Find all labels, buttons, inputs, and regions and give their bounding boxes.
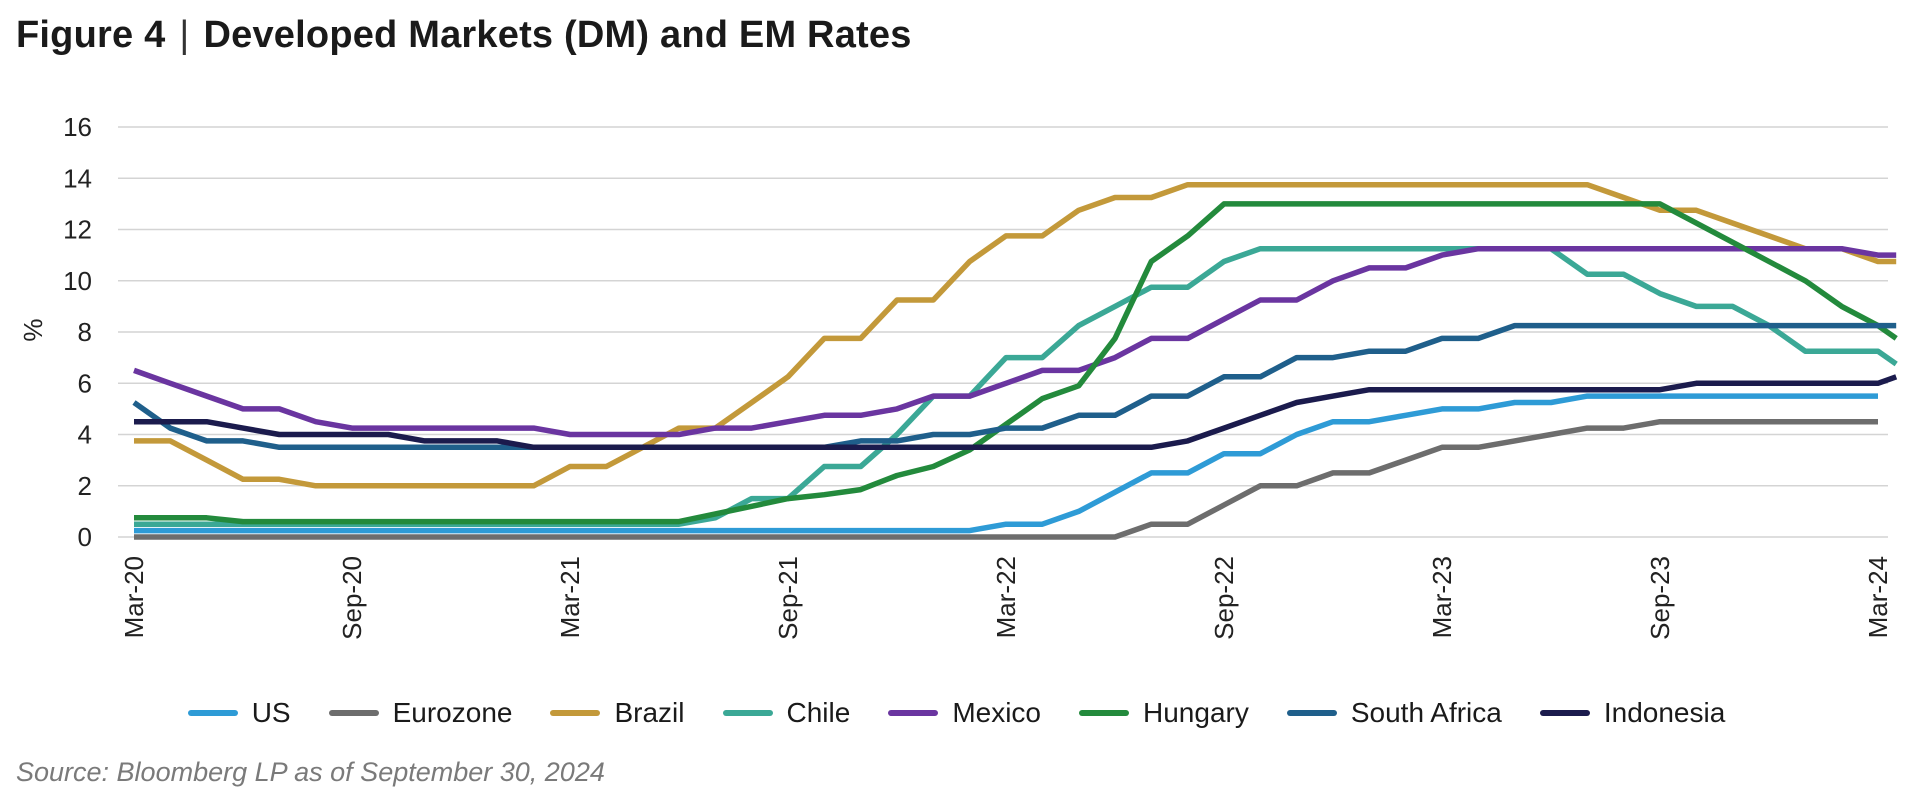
- series-line-eurozone: [134, 418, 1878, 540]
- title-separator: |: [179, 14, 190, 56]
- legend-swatch: [722, 710, 773, 716]
- legend: US Eurozone Brazil Chile Mexico Hungary South …: [0, 693, 1913, 733]
- legend-item-hungary: Hungary: [1079, 697, 1249, 729]
- y-axis-label: %: [18, 318, 48, 341]
- x-tick-label: Mar-22: [991, 556, 1021, 638]
- legend-label: Indonesia: [1603, 697, 1726, 728]
- legend-swatch: [328, 710, 379, 716]
- y-tick-label: 10: [63, 266, 92, 296]
- y-tick-label: 6: [78, 368, 92, 398]
- legend-label: Brazil: [614, 697, 685, 728]
- x-tick-label: Sep-23: [1645, 556, 1675, 640]
- legend-swatch: [1539, 710, 1590, 716]
- figure-title: Figure 4 | Developed Markets (DM) and EM R…: [16, 14, 912, 57]
- y-axis-ticks: 0 2 4 6 8 10 12 14 16: [63, 112, 92, 552]
- legend-swatch: [187, 710, 238, 716]
- series-line-chile: [134, 245, 1898, 527]
- series-line-mexico: [133, 245, 1897, 438]
- figure-label: Figure 4: [16, 14, 166, 56]
- legend-item-mexico: Mexico: [888, 697, 1041, 729]
- series-line-indonesia: [134, 374, 1898, 451]
- series-line-south-africa: [132, 322, 1897, 451]
- legend-label: Chile: [786, 697, 851, 728]
- legend-item-south-africa: South Africa: [1286, 697, 1502, 729]
- y-tick-label: 0: [78, 522, 92, 552]
- y-tick-label: 14: [63, 163, 92, 193]
- y-tick-label: 8: [78, 317, 92, 347]
- legend-label: South Africa: [1350, 697, 1502, 728]
- legend-swatch: [888, 710, 939, 716]
- figure-title-text: Developed Markets (DM) and EM Rates: [203, 14, 912, 56]
- legend-label: Eurozone: [392, 697, 513, 728]
- legend-item-brazil: Brazil: [550, 697, 685, 729]
- y-tick-label: 12: [63, 215, 92, 245]
- x-tick-label: Mar-21: [555, 556, 585, 638]
- series-line-us: [134, 393, 1878, 534]
- legend-label: Mexico: [952, 697, 1042, 728]
- x-tick-label: Sep-22: [1209, 556, 1239, 640]
- gridlines: [118, 126, 1888, 538]
- series-line-brazil: [134, 181, 1897, 489]
- y-tick-label: 2: [78, 471, 92, 501]
- legend-label: Hungary: [1143, 697, 1249, 728]
- source-note: Source: Bloomberg LP as of September 30,…: [16, 757, 605, 787]
- legend-item-indonesia: Indonesia: [1539, 697, 1726, 729]
- legend-swatch: [1286, 710, 1337, 716]
- y-tick-label: 4: [78, 420, 92, 450]
- legend-label: US: [251, 697, 291, 728]
- x-axis-ticks: Mar-20 Sep-20 Mar-21 Sep-21 Mar-22 Sep-22 Mar-…: [119, 556, 1893, 640]
- legend-swatch: [1079, 710, 1130, 716]
- x-tick-label: Mar-24: [1863, 556, 1893, 638]
- x-tick-label: Sep-21: [773, 556, 803, 640]
- x-tick-label: Mar-23: [1427, 556, 1457, 638]
- y-tick-label: 16: [63, 112, 92, 142]
- x-tick-label: Mar-20: [119, 556, 149, 638]
- series-lines: [132, 181, 1898, 540]
- legend-item-us: US: [187, 697, 291, 729]
- legend-swatch: [550, 710, 601, 716]
- x-tick-label: Sep-20: [337, 556, 367, 640]
- legend-item-chile: Chile: [722, 697, 851, 729]
- legend-item-eurozone: Eurozone: [328, 697, 513, 729]
- series-line-hungary: [134, 201, 1898, 525]
